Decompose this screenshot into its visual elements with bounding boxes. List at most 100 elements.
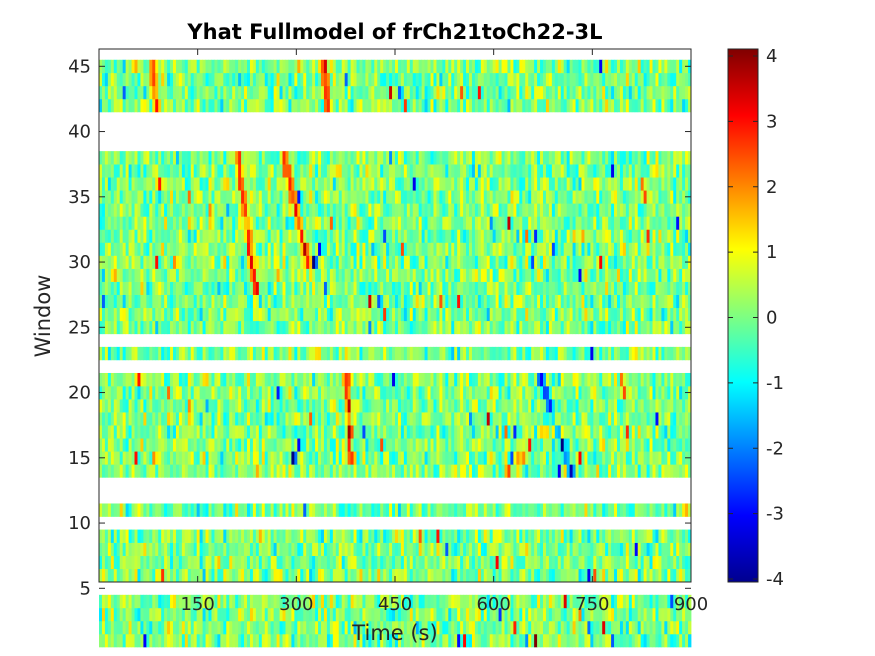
heatmap-cell bbox=[439, 294, 443, 309]
heatmap-cell bbox=[149, 607, 153, 622]
heatmap-cell bbox=[534, 242, 538, 256]
heatmap-cell bbox=[238, 503, 242, 517]
heatmap-cell bbox=[667, 555, 671, 570]
heatmap-cell bbox=[563, 346, 568, 361]
heatmap-cell bbox=[584, 255, 588, 269]
heatmap-cell bbox=[350, 503, 354, 517]
heatmap-cell bbox=[359, 412, 363, 426]
heatmap-cell bbox=[309, 255, 313, 269]
heatmap-cell bbox=[522, 529, 526, 543]
heatmap-cell bbox=[229, 503, 233, 517]
heatmap-cell bbox=[294, 503, 298, 517]
heatmap-cell bbox=[276, 542, 280, 556]
heatmap-cell bbox=[288, 372, 292, 387]
heatmap-cell bbox=[187, 594, 192, 609]
heatmap-cell bbox=[146, 320, 150, 335]
heatmap-cell bbox=[587, 451, 591, 465]
heatmap-cell bbox=[498, 242, 502, 256]
heatmap-cell bbox=[184, 255, 189, 269]
heatmap-cell bbox=[551, 386, 556, 400]
heatmap-cell bbox=[605, 438, 609, 452]
heatmap-cell bbox=[208, 412, 212, 426]
heatmap-cell bbox=[389, 346, 393, 361]
heatmap-cell bbox=[628, 542, 633, 556]
heatmap-cell bbox=[427, 399, 431, 413]
heatmap-cell bbox=[483, 633, 488, 648]
heatmap-cell bbox=[128, 268, 132, 282]
heatmap-cell bbox=[214, 633, 218, 648]
heatmap-cell bbox=[403, 372, 408, 387]
heatmap-cell bbox=[164, 503, 168, 517]
heatmap-cell bbox=[211, 594, 215, 609]
heatmap-cell bbox=[670, 399, 674, 413]
heatmap-cell bbox=[125, 399, 129, 413]
heatmap-cell bbox=[377, 438, 381, 452]
heatmap-cell bbox=[599, 620, 603, 635]
heatmap-cell bbox=[673, 294, 677, 309]
heatmap-cell bbox=[217, 542, 221, 556]
heatmap-cell bbox=[335, 281, 340, 295]
heatmap-cell bbox=[463, 633, 467, 648]
heatmap-cell bbox=[649, 568, 653, 583]
heatmap-cell bbox=[421, 438, 425, 452]
heatmap-cell bbox=[362, 294, 366, 309]
heatmap-cell bbox=[350, 281, 354, 295]
heatmap-cell bbox=[374, 568, 378, 583]
heatmap-cell bbox=[380, 372, 384, 387]
heatmap-cell bbox=[525, 568, 529, 583]
heatmap-cell bbox=[409, 255, 414, 269]
heatmap-cell bbox=[223, 399, 227, 413]
heatmap-cell bbox=[430, 307, 434, 322]
heatmap-cell bbox=[611, 620, 615, 635]
heatmap-cell bbox=[380, 425, 384, 439]
heatmap-cell bbox=[554, 542, 559, 556]
heatmap-cell bbox=[498, 633, 502, 648]
heatmap-cell bbox=[303, 568, 307, 583]
heatmap-cell bbox=[676, 620, 680, 635]
heatmap-cell bbox=[155, 307, 159, 322]
heatmap-cell bbox=[128, 451, 132, 465]
heatmap-cell bbox=[323, 268, 328, 282]
heatmap-cell bbox=[463, 281, 467, 295]
heatmap-cell bbox=[569, 633, 573, 648]
heatmap-cell bbox=[190, 346, 195, 361]
heatmap-cell bbox=[184, 464, 189, 478]
heatmap-cell bbox=[161, 542, 165, 556]
heatmap-cell bbox=[170, 412, 174, 426]
heatmap-cell bbox=[99, 529, 103, 543]
heatmap-cell bbox=[466, 542, 470, 556]
heatmap-cell bbox=[548, 386, 553, 400]
heatmap-cell bbox=[439, 372, 443, 387]
heatmap-cell bbox=[193, 307, 198, 322]
heatmap-cell bbox=[397, 451, 402, 465]
heatmap-cell bbox=[596, 346, 600, 361]
heatmap-cell bbox=[548, 268, 553, 282]
heatmap-cell bbox=[492, 438, 497, 452]
heatmap-cell bbox=[196, 242, 201, 256]
heatmap-cell bbox=[353, 268, 357, 282]
heatmap-cell bbox=[596, 399, 600, 413]
heatmap-cell bbox=[578, 633, 582, 648]
heatmap-cell bbox=[113, 620, 118, 635]
heatmap-cell bbox=[625, 451, 630, 465]
heatmap-cell bbox=[365, 412, 369, 426]
heatmap-cell bbox=[323, 294, 328, 309]
heatmap-cell bbox=[276, 412, 280, 426]
heatmap-cell bbox=[175, 503, 180, 517]
heatmap-cell bbox=[282, 372, 286, 387]
heatmap-cell bbox=[436, 451, 440, 465]
heatmap-cell bbox=[551, 594, 556, 609]
heatmap-cell bbox=[427, 503, 431, 517]
heatmap-cell bbox=[442, 438, 446, 452]
heatmap-cell bbox=[608, 568, 612, 583]
heatmap-cell bbox=[152, 464, 156, 478]
heatmap-cell bbox=[104, 568, 109, 583]
heatmap-cell bbox=[631, 386, 636, 400]
heatmap-cell bbox=[507, 464, 511, 478]
heatmap-cell bbox=[205, 399, 209, 413]
heatmap-cell bbox=[474, 242, 479, 256]
heatmap-cell bbox=[619, 307, 624, 322]
heatmap-cell bbox=[395, 568, 399, 583]
heatmap-cell bbox=[146, 346, 150, 361]
heatmap-cell bbox=[617, 412, 621, 426]
